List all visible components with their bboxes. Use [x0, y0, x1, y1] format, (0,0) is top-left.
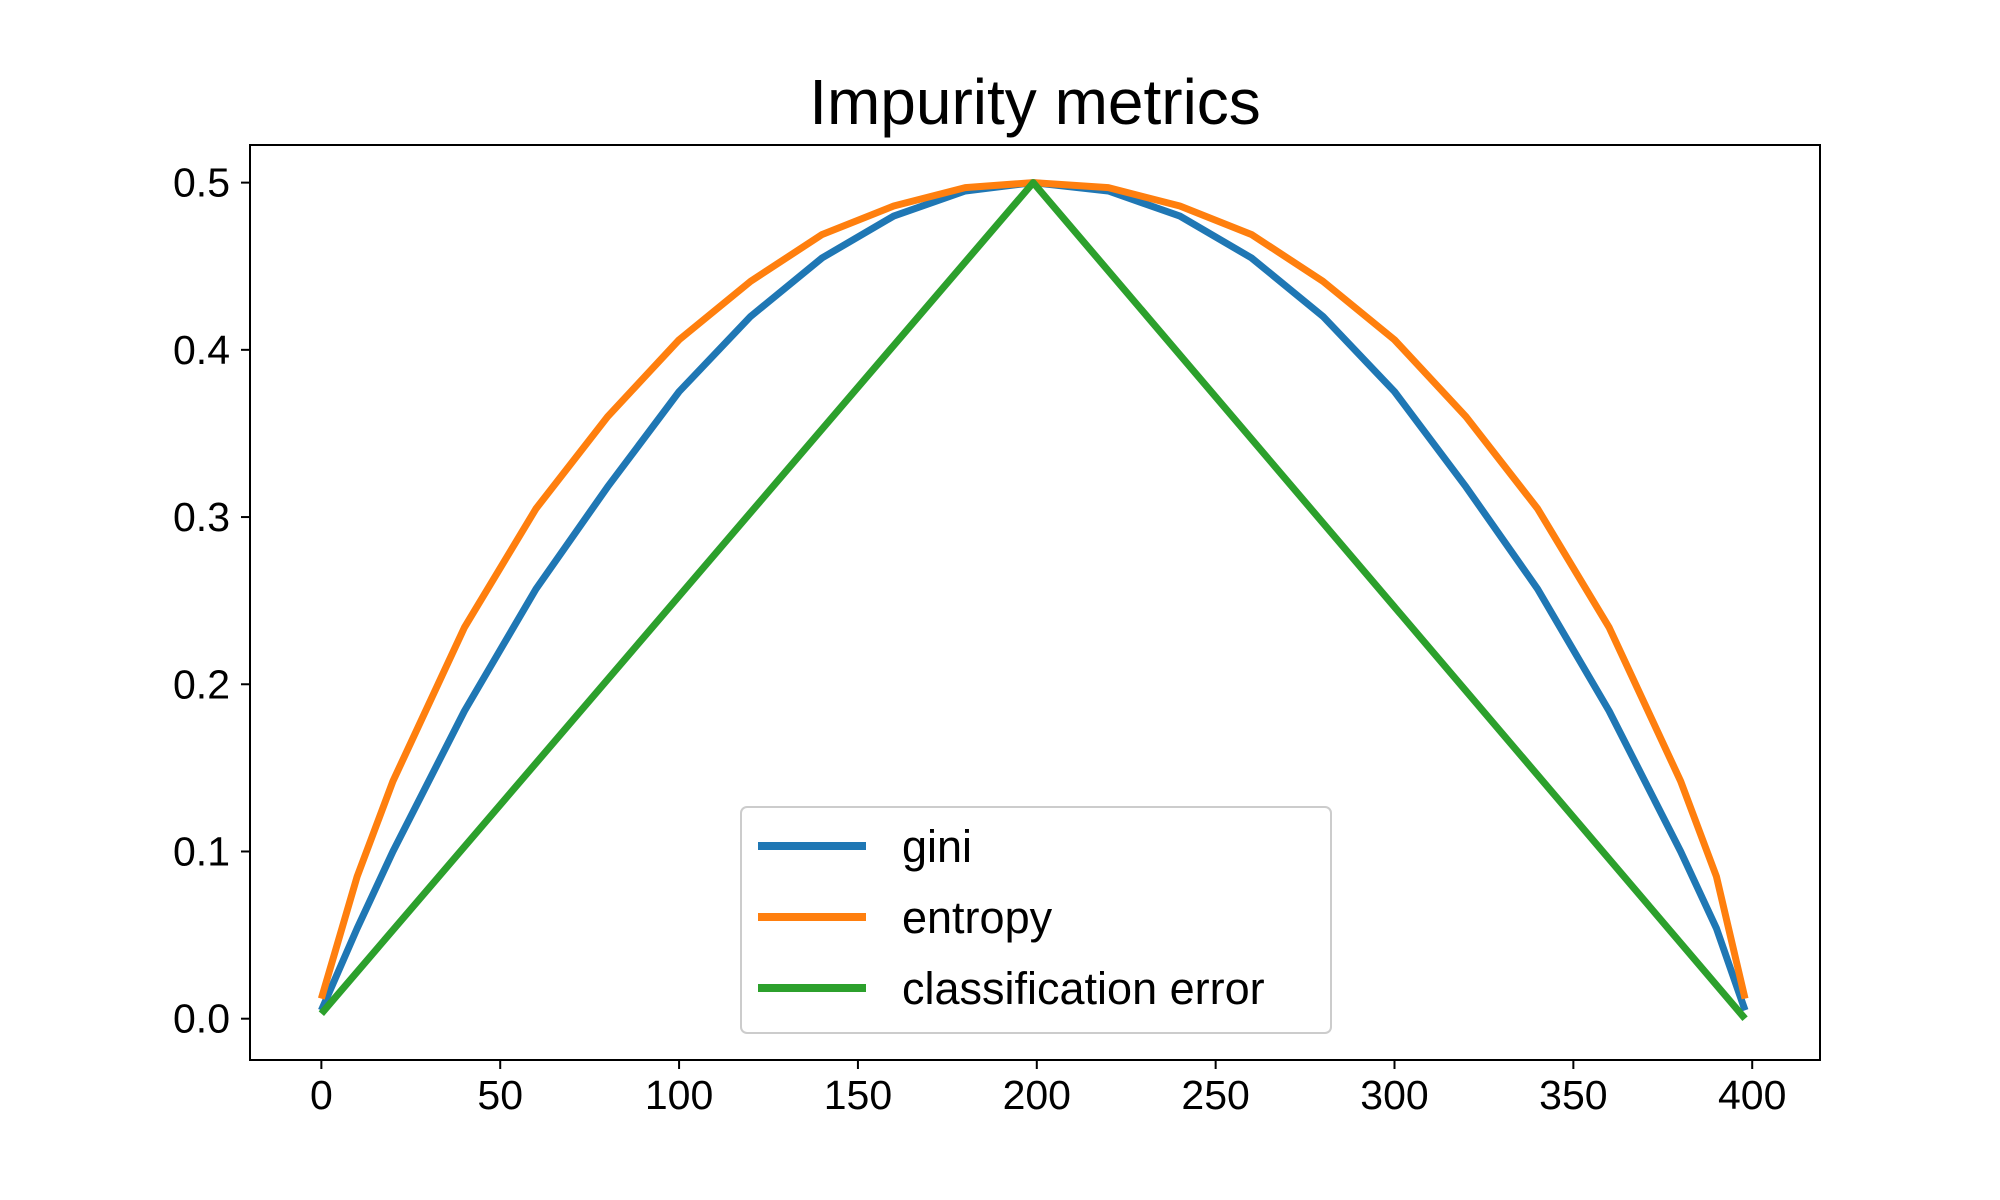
y-tick-label-0-4: 0.4 — [173, 327, 230, 373]
legend-frame — [740, 806, 1332, 1034]
x-tick-label-300: 300 — [1360, 1072, 1428, 1118]
x-tick-label-200: 200 — [1003, 1072, 1071, 1118]
plot-lines — [318, 179, 1749, 1021]
y-tick-label-0-5: 0.5 — [173, 160, 230, 206]
y-tick-label-0-0: 0.0 — [173, 996, 230, 1042]
y-tick-label-0-3: 0.3 — [173, 494, 230, 540]
axis-ticks: 0 50 100 150 200 250 300 350 400 0.0 0.1 0.2 0.3 0.4 0… — [173, 160, 1786, 1118]
x-tick-label-150: 150 — [824, 1072, 892, 1118]
x-tick-label-400: 400 — [1718, 1072, 1786, 1118]
chart-title: Impurity metrics — [809, 66, 1261, 138]
x-tick-label-250: 250 — [1181, 1072, 1249, 1118]
x-tick-label-350: 350 — [1539, 1072, 1607, 1118]
x-tick-label-0: 0 — [310, 1072, 333, 1118]
series-line-classification-error — [318, 179, 1748, 1021]
legend-label-gini: gini — [902, 821, 972, 872]
legend-label-entropy: entropy — [902, 892, 1053, 943]
legend: gini entropy classification error — [740, 806, 1332, 1034]
x-tick-label-50: 50 — [477, 1072, 523, 1118]
y-tick-label-0-2: 0.2 — [173, 661, 230, 707]
x-tick-label-100: 100 — [645, 1072, 713, 1118]
y-tick-label-0-1: 0.1 — [173, 828, 230, 874]
plot-frame — [249, 144, 1821, 1061]
legend-label-classification-error: classification error — [902, 963, 1265, 1014]
